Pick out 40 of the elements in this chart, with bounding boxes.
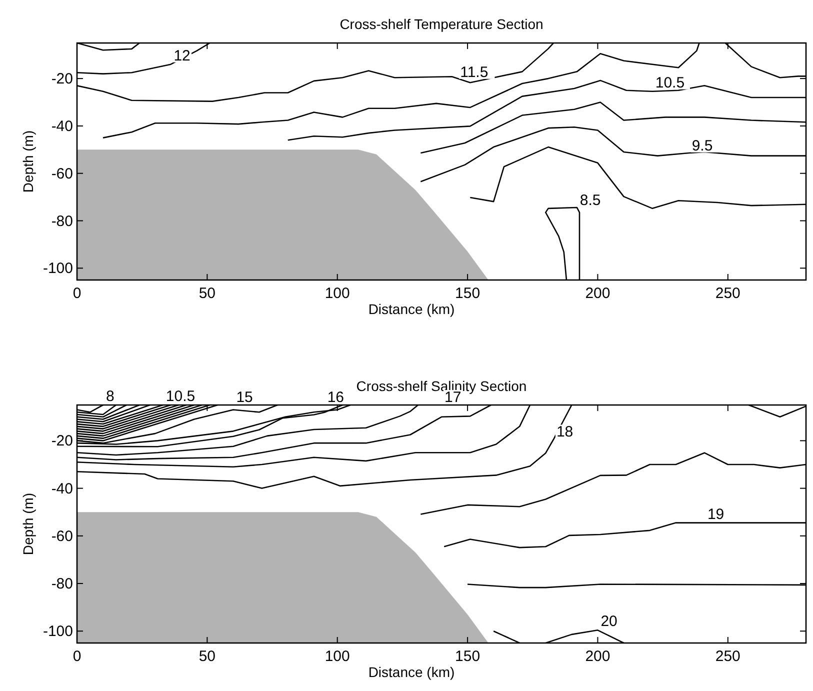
y-tick-label: -40 <box>51 118 73 135</box>
y-tick-label: -20 <box>51 70 73 88</box>
y-tick-label: -20 <box>51 432 73 450</box>
y-tick-label: -80 <box>51 212 73 230</box>
x-tick-label: 150 <box>455 285 480 302</box>
x-tick-label: 200 <box>585 648 610 665</box>
y-axis-title: Depth (m) <box>20 130 36 193</box>
y-tick-label: -60 <box>51 528 73 545</box>
x-tick-label: 50 <box>198 648 216 665</box>
annotation: 15 <box>236 389 253 406</box>
x-tick-label: 100 <box>324 648 350 665</box>
x-tick-label: 0 <box>72 285 82 302</box>
x-tick-label: 250 <box>715 648 740 665</box>
annotation: 12 <box>174 47 190 64</box>
annotation: 10.5 <box>655 74 685 92</box>
y-tick-label: -40 <box>51 480 73 498</box>
annotation: 8 <box>106 388 114 405</box>
x-axis-title: Distance (km) <box>368 301 455 317</box>
x-tick-label: 100 <box>324 285 350 302</box>
chart-title: Cross-shelf Temperature Section <box>340 16 544 32</box>
x-tick-label: 150 <box>455 648 480 665</box>
annotation: 20 <box>600 613 618 630</box>
annotation: 16 <box>327 389 344 406</box>
y-tick-label: -60 <box>51 165 73 182</box>
annotation: 18 <box>556 424 574 441</box>
x-tick-label: 250 <box>715 285 740 302</box>
annotation: 17 <box>444 389 462 406</box>
y-tick-label: -100 <box>42 260 73 278</box>
annotation: 10.5 <box>166 388 196 405</box>
x-tick-label: 0 <box>72 648 82 665</box>
y-tick-label: -100 <box>42 623 73 640</box>
y-tick-label: -80 <box>51 576 73 592</box>
y-axis-title: Depth (m) <box>20 492 36 556</box>
annotation: 8.5 <box>580 192 601 209</box>
x-axis-title: Distance (km) <box>368 664 455 680</box>
x-tick-label: 50 <box>198 285 216 302</box>
annotation: 19 <box>707 506 724 523</box>
x-tick-label: 200 <box>585 285 610 302</box>
annotation: 9.5 <box>692 137 713 154</box>
annotation: 11.5 <box>460 64 488 81</box>
